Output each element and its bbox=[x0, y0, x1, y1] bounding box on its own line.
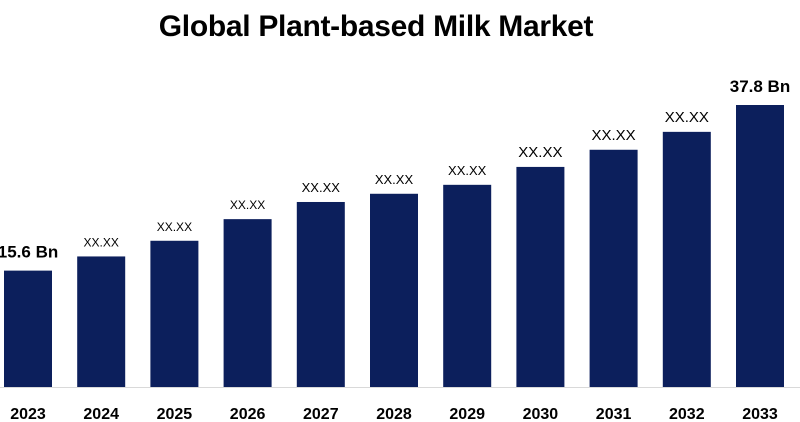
x-tick-label-2026: 2026 bbox=[230, 406, 266, 422]
data-label-2032: XX.XX bbox=[665, 109, 709, 126]
bar-2023 bbox=[4, 270, 52, 387]
x-tick-label-2027: 2027 bbox=[303, 406, 339, 422]
data-label-2029: XX.XX bbox=[448, 163, 487, 178]
bar-2027 bbox=[296, 201, 345, 387]
data-label-2025: XX.XX bbox=[157, 220, 192, 234]
chart-title: Global Plant-based Milk Market bbox=[158, 10, 594, 43]
data-label-2027: XX.XX bbox=[302, 180, 341, 195]
x-tick-label-2032: 2032 bbox=[669, 406, 705, 422]
data-label-2026: XX.XX bbox=[230, 198, 265, 212]
data-label-2023: 15.6 Bn bbox=[0, 243, 58, 262]
bar-2031 bbox=[589, 149, 638, 387]
bar-2028 bbox=[370, 193, 418, 387]
data-label-2033: 37.8 Bn bbox=[730, 77, 790, 96]
x-tick-label-2033: 2033 bbox=[742, 406, 778, 422]
bar-2024 bbox=[77, 256, 126, 387]
x-tick-label-2025: 2025 bbox=[157, 406, 193, 422]
bar-2032 bbox=[662, 131, 711, 387]
bar-2029 bbox=[443, 184, 492, 387]
x-tick-label-2031: 2031 bbox=[596, 406, 632, 422]
x-tick-label-2028: 2028 bbox=[376, 406, 412, 422]
bar-2033 bbox=[736, 105, 784, 387]
bar-2025 bbox=[150, 240, 199, 387]
x-tick-label-2024: 2024 bbox=[83, 406, 119, 422]
data-label-2024: XX.XX bbox=[84, 235, 119, 249]
x-tick-label-2029: 2029 bbox=[449, 406, 485, 422]
x-tick-label-2030: 2030 bbox=[523, 406, 559, 422]
bar-2030 bbox=[516, 166, 565, 387]
data-label-2030: XX.XX bbox=[518, 144, 562, 161]
x-tick-label-2023: 2023 bbox=[10, 406, 46, 422]
data-label-2031: XX.XX bbox=[592, 127, 636, 144]
bar-2026 bbox=[223, 219, 272, 387]
data-label-2028: XX.XX bbox=[375, 172, 414, 187]
